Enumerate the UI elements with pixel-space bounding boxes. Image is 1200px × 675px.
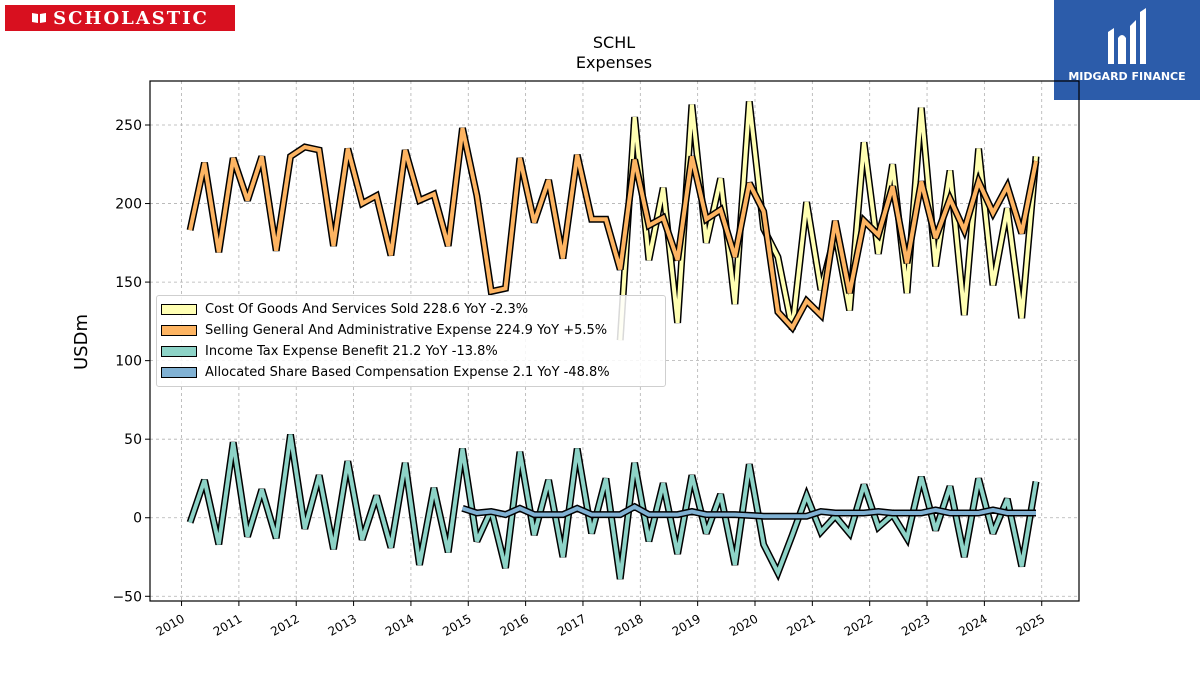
x-tick-label: 2016	[498, 611, 531, 638]
x-tick-label: 2011	[211, 611, 244, 638]
y-tick-label: 50	[124, 432, 142, 448]
legend-item-share-comp: Allocated Share Based Compensation Expen…	[161, 363, 610, 381]
legend-swatch	[161, 366, 197, 378]
legend-swatch	[161, 345, 197, 357]
x-tick-label: 2012	[268, 611, 301, 638]
x-tick-label: 2023	[899, 611, 932, 638]
scholastic-logo: SCHOLASTIC	[5, 5, 235, 31]
y-tick-label: 100	[115, 354, 142, 370]
legend-item-income-tax: Income Tax Expense Benefit 21.2 YoY -13.…	[161, 342, 498, 360]
legend-label: Cost Of Goods And Services Sold 228.6 Yo…	[205, 301, 529, 317]
badge-text: MIDGARD FINANCE	[1068, 70, 1186, 83]
y-tick-label: 0	[133, 511, 142, 527]
y-tick-label: −50	[112, 589, 142, 605]
x-tick-label: 2021	[784, 611, 817, 638]
series-outline-2	[186, 433, 1040, 582]
plot-frame	[149, 80, 1080, 602]
x-tick-label: 2025	[1014, 611, 1047, 638]
x-tick-label: 2010	[154, 611, 187, 638]
legend-label: Allocated Share Based Compensation Expen…	[205, 364, 610, 380]
chart-title: SCHL	[593, 33, 635, 52]
legend-label: Income Tax Expense Benefit 21.2 YoY -13.…	[205, 343, 498, 359]
legend-item-cogs: Cost Of Goods And Services Sold 228.6 Yo…	[161, 300, 528, 318]
x-tick-label: 2024	[956, 611, 989, 638]
series-lines	[186, 101, 1040, 582]
x-tick-label: 2018	[612, 611, 645, 638]
chart-subtitle: Expenses	[576, 53, 652, 72]
midgard-finance-badge: MIDGARD FINANCE	[1054, 0, 1200, 100]
x-tick-label: 2017	[555, 611, 588, 638]
series-line-2	[188, 434, 1038, 580]
x-tick-label: 2013	[326, 611, 359, 638]
book-icon	[32, 13, 47, 23]
legend-swatch	[161, 324, 197, 336]
legend-swatch	[161, 303, 197, 315]
y-tick-label: 150	[115, 275, 142, 291]
x-tick-label: 2020	[727, 611, 760, 638]
legend: Cost Of Goods And Services Sold 228.6 Yo…	[156, 295, 666, 387]
series-line-1	[188, 127, 1038, 332]
midgard-logo-icon	[1108, 8, 1146, 64]
logo-text: SCHOLASTIC	[53, 7, 209, 29]
x-tick-label: 2022	[842, 611, 875, 638]
y-tick-label: 250	[115, 118, 142, 134]
x-tick-label: 2015	[440, 611, 473, 638]
y-axis-label: USDm	[71, 314, 92, 370]
x-tick-label: 2019	[670, 611, 703, 638]
y-tick-label: 200	[115, 197, 142, 213]
x-tick-label: 2014	[383, 611, 416, 638]
legend-item-sga: Selling General And Administrative Expen…	[161, 321, 607, 339]
series-line-3	[461, 504, 1036, 519]
legend-label: Selling General And Administrative Expen…	[205, 322, 608, 338]
